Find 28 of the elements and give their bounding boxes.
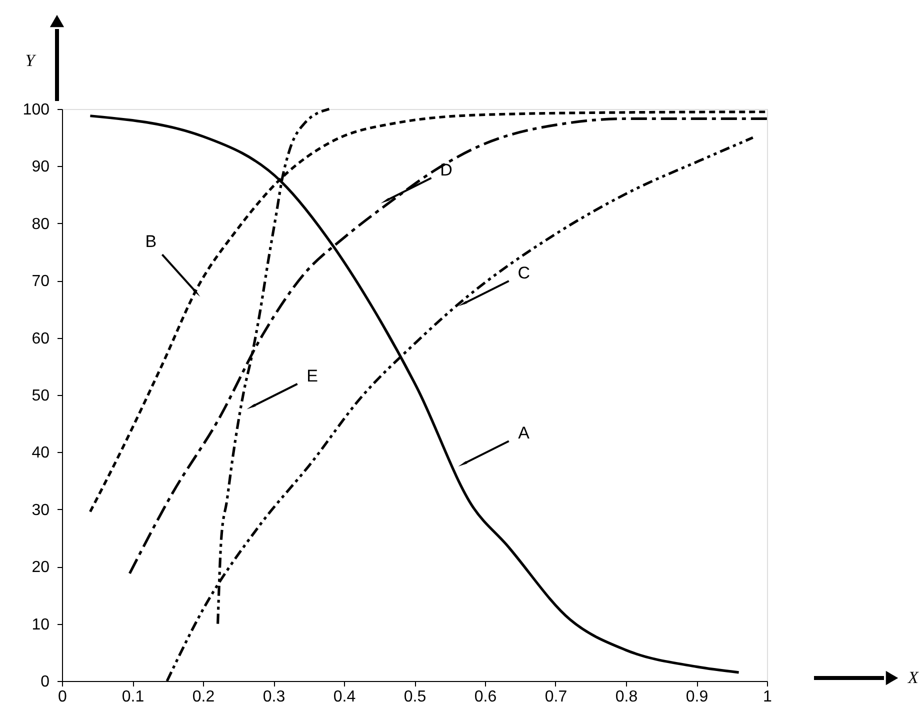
y-tick-label: 50 xyxy=(32,388,50,404)
x-tick-label: 0.6 xyxy=(474,688,497,706)
x-tick-label: 0.5 xyxy=(404,688,426,706)
x-tick-label: 0.2 xyxy=(192,688,215,706)
y-tick-label: 40 xyxy=(32,444,50,462)
y-tick-label: 100 xyxy=(22,102,50,118)
annotation: E xyxy=(306,366,318,386)
y-tick-label: 60 xyxy=(32,330,50,348)
x-tick-label: 0.8 xyxy=(615,688,638,706)
x-tick-label: 0.1 xyxy=(122,688,144,706)
x-tick-label: 0.4 xyxy=(333,688,356,706)
x-tick-label: 0.3 xyxy=(262,688,286,706)
x-tick-label: 0.9 xyxy=(686,688,708,706)
y-tick-label: 70 xyxy=(32,273,50,290)
y-tick-label: 0 xyxy=(40,674,50,690)
x-tick-label: 0.7 xyxy=(544,688,568,706)
x-tick-label: 0 xyxy=(58,688,68,706)
y-axis-title: Y xyxy=(25,51,36,70)
y-tick-label: 80 xyxy=(32,216,50,233)
text: X xyxy=(907,668,919,687)
annotation: B xyxy=(145,232,157,252)
y-tick-label: 20 xyxy=(32,559,50,576)
annotation: C xyxy=(518,263,530,282)
annotation: A xyxy=(518,424,530,443)
x-tick-label: 1 xyxy=(763,688,772,706)
y-tick-label: 10 xyxy=(32,616,50,634)
y-tick-label: 90 xyxy=(32,158,50,176)
y-tick-label: 30 xyxy=(32,502,50,519)
